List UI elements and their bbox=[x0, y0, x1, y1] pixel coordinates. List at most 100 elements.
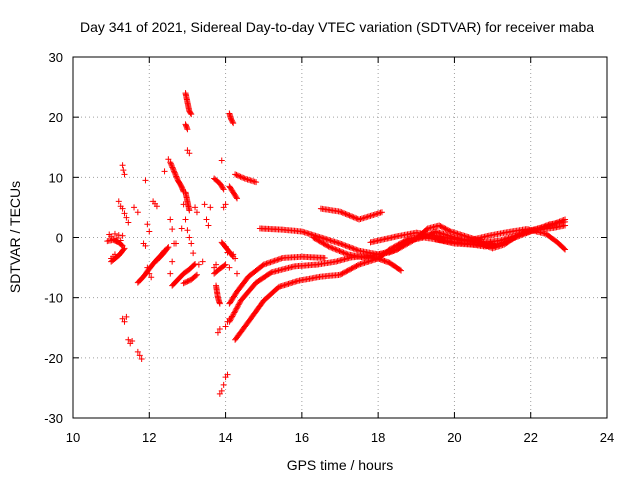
data-point bbox=[184, 278, 191, 285]
series-track-f bbox=[180, 271, 200, 287]
data-point bbox=[219, 185, 226, 192]
data-point bbox=[339, 241, 346, 248]
data-point bbox=[378, 209, 385, 216]
x-tick-label: 16 bbox=[295, 430, 309, 445]
data-point bbox=[408, 238, 415, 245]
data-point bbox=[173, 174, 180, 181]
data-point bbox=[229, 252, 236, 259]
data-point bbox=[120, 167, 127, 174]
data-point bbox=[405, 240, 412, 247]
data-point bbox=[560, 216, 567, 223]
data-point bbox=[562, 246, 569, 253]
data-point bbox=[123, 214, 130, 221]
data-point bbox=[183, 279, 190, 286]
data-point bbox=[230, 253, 237, 260]
series-track-t bbox=[232, 222, 569, 343]
data-point bbox=[218, 387, 225, 394]
data-point bbox=[321, 254, 328, 261]
data-point bbox=[167, 216, 174, 223]
data-point bbox=[267, 270, 274, 277]
data-point bbox=[203, 216, 210, 223]
data-point bbox=[169, 258, 176, 265]
data-point bbox=[345, 211, 352, 218]
data-point bbox=[343, 268, 350, 275]
data-markers bbox=[104, 90, 569, 397]
data-point bbox=[396, 245, 403, 252]
data-point bbox=[119, 205, 126, 212]
data-point bbox=[227, 317, 234, 324]
data-point bbox=[353, 215, 360, 222]
series-track-w bbox=[317, 205, 385, 223]
data-point bbox=[439, 224, 446, 231]
data-point bbox=[131, 204, 138, 211]
data-point bbox=[349, 213, 356, 220]
data-point bbox=[253, 179, 260, 186]
data-point bbox=[332, 246, 339, 253]
data-point bbox=[134, 209, 141, 216]
data-point bbox=[338, 271, 345, 278]
data-point bbox=[181, 279, 188, 286]
data-point bbox=[562, 216, 569, 223]
y-tick-label: -20 bbox=[44, 351, 63, 366]
data-point bbox=[169, 164, 176, 171]
data-point bbox=[171, 168, 178, 175]
data-point bbox=[173, 173, 180, 180]
data-point bbox=[396, 266, 403, 273]
data-point bbox=[232, 308, 239, 315]
data-point bbox=[401, 242, 408, 249]
data-point bbox=[191, 261, 198, 268]
data-point bbox=[169, 226, 176, 233]
data-point bbox=[346, 212, 353, 219]
data-point bbox=[211, 264, 218, 271]
data-point bbox=[350, 264, 357, 271]
data-point bbox=[220, 204, 227, 211]
data-point bbox=[125, 219, 132, 226]
data-point bbox=[340, 269, 347, 276]
data-point bbox=[120, 246, 127, 253]
data-point bbox=[341, 210, 348, 217]
data-point bbox=[178, 225, 185, 232]
y-tick-label: 10 bbox=[49, 170, 63, 185]
data-point bbox=[339, 209, 346, 216]
data-point bbox=[337, 248, 344, 255]
data-point bbox=[192, 272, 199, 279]
y-tick-label: -10 bbox=[44, 291, 63, 306]
series-track-v bbox=[310, 234, 405, 274]
data-point bbox=[216, 300, 223, 307]
data-point bbox=[119, 232, 126, 239]
data-point bbox=[236, 300, 243, 307]
data-point bbox=[349, 264, 356, 271]
data-point bbox=[234, 172, 241, 179]
data-point bbox=[136, 352, 143, 359]
y-tick-label: 0 bbox=[56, 231, 63, 246]
data-point bbox=[552, 220, 559, 227]
data-point bbox=[335, 247, 342, 254]
data-point bbox=[222, 201, 229, 208]
data-point bbox=[234, 195, 241, 202]
data-point bbox=[234, 270, 241, 277]
data-point bbox=[353, 246, 360, 253]
data-point bbox=[350, 245, 357, 252]
data-point bbox=[167, 160, 174, 167]
data-point bbox=[142, 177, 149, 184]
data-point bbox=[129, 337, 136, 344]
data-point bbox=[561, 245, 568, 252]
data-point bbox=[399, 243, 406, 250]
data-point bbox=[148, 274, 155, 281]
data-point bbox=[213, 261, 220, 268]
data-point bbox=[347, 213, 354, 220]
data-point bbox=[193, 271, 200, 278]
data-point bbox=[443, 226, 450, 233]
x-tick-label: 14 bbox=[218, 430, 232, 445]
data-point bbox=[234, 302, 241, 309]
data-point bbox=[342, 242, 349, 249]
data-point bbox=[259, 262, 266, 269]
data-point bbox=[193, 209, 200, 216]
data-point bbox=[233, 171, 240, 178]
data-point bbox=[231, 309, 238, 316]
data-point bbox=[441, 225, 448, 232]
data-point bbox=[134, 348, 141, 355]
data-point bbox=[199, 258, 206, 265]
data-point bbox=[185, 277, 192, 284]
data-point bbox=[121, 245, 128, 252]
